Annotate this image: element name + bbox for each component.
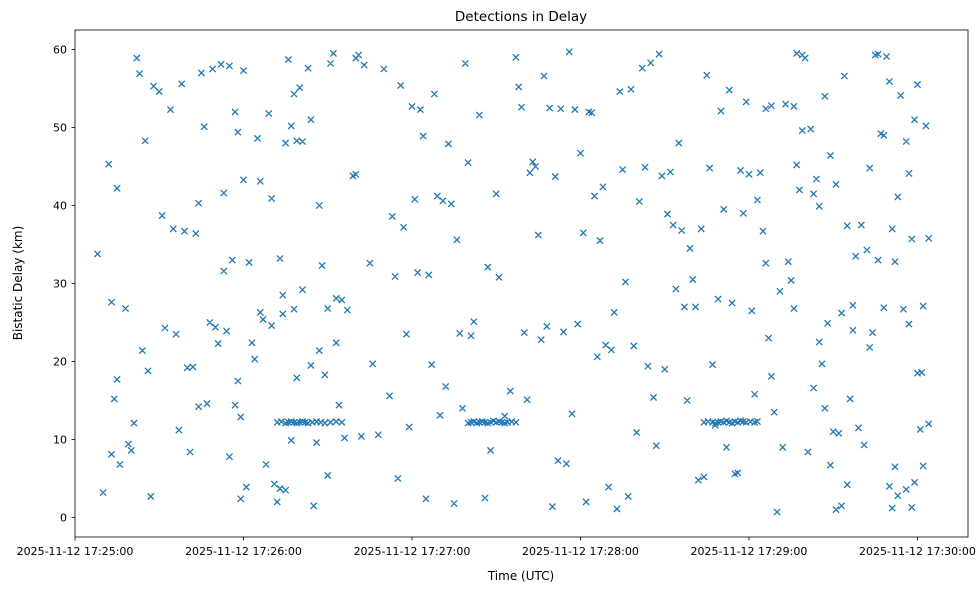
- y-axis-label: Bistatic Delay (km): [11, 226, 25, 341]
- x-tick-label: 2025-11-12 17:27:00: [354, 545, 471, 558]
- x-tick-label: 2025-11-12 17:26:00: [185, 545, 302, 558]
- chart-title: Detections in Delay: [455, 9, 587, 25]
- x-tick-label: 2025-11-12 17:29:00: [691, 545, 808, 558]
- x-axis-label: Time (UTC): [487, 569, 554, 583]
- y-tick-label: 50: [53, 122, 67, 135]
- x-tick-label: 2025-11-12 17:28:00: [522, 545, 639, 558]
- scatter-markers: [93, 48, 933, 516]
- scatter-markers-group: [93, 48, 933, 516]
- y-tick-label: 20: [53, 356, 67, 369]
- y-tick-label: 10: [53, 434, 67, 447]
- plot-area: [75, 30, 968, 537]
- y-axis-ticks: 0 10 20 30 40 50 60: [53, 44, 75, 525]
- y-tick-label: 40: [53, 200, 67, 213]
- y-tick-label: 0: [60, 512, 67, 525]
- x-tick-label: 2025-11-12 17:30:00: [859, 545, 976, 558]
- x-tick-label: 2025-11-12 17:25:00: [17, 545, 134, 558]
- x-axis-ticks: 2025-11-12 17:25:00 2025-11-12 17:26:00 20…: [17, 537, 976, 558]
- y-tick-label: 30: [53, 278, 67, 291]
- y-tick-label: 60: [53, 44, 67, 57]
